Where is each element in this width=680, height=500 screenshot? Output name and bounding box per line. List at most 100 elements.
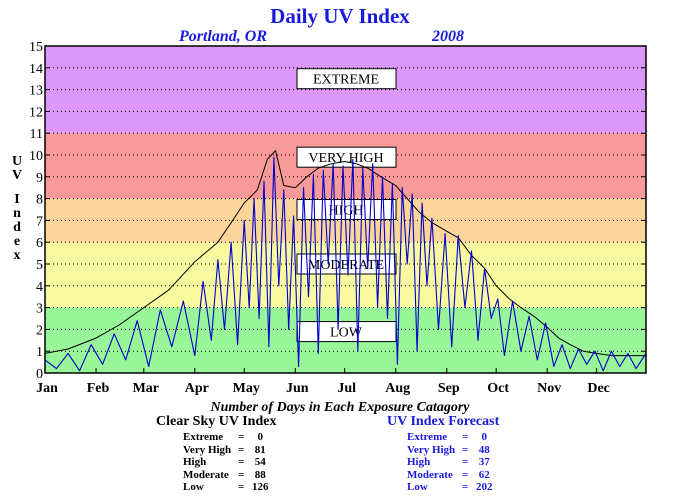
- y-axis-label-char: U: [12, 154, 22, 169]
- x-tick-label: Mar: [133, 381, 159, 396]
- plot-frame: [44, 45, 647, 374]
- stats-row: Moderate = 62: [407, 469, 506, 482]
- y-tick-label: 14: [29, 62, 43, 77]
- band-label-text: MODERATE: [308, 258, 384, 273]
- band-label-extreme: EXTREME: [296, 68, 397, 90]
- y-tick-label: 3: [36, 302, 43, 317]
- x-tick-label: Aug: [385, 381, 410, 396]
- stats-row-label: Low: [407, 481, 428, 493]
- stats-row-value: 48: [476, 443, 490, 456]
- x-tick-label: Apr: [185, 381, 209, 396]
- band-label-very-high: VERY HIGH: [296, 146, 397, 168]
- band-label-low: LOW: [296, 321, 397, 343]
- band-label-moderate: MODERATE: [296, 253, 397, 275]
- x-axis-ticks: Jan Feb Mar Apr May Jun Jul Aug Sep Oct Nov Dec: [36, 368, 610, 396]
- stats-row-label: High: [407, 456, 431, 468]
- x-tick-label: May: [233, 381, 260, 396]
- y-axis-label-char: I: [14, 192, 19, 207]
- year-label: 2008: [431, 28, 464, 45]
- stats-row-value: 81: [252, 443, 266, 456]
- band-label-text: EXTREME: [313, 73, 379, 88]
- x-tick-label: Nov: [537, 381, 561, 396]
- x-tick-label: Jan: [36, 381, 58, 396]
- x-tick-label: Dec: [587, 381, 610, 396]
- stats-row-equals: =: [238, 431, 245, 443]
- forecast-stats: UV Index Forecast Extreme = 0 Very High = 4…: [387, 414, 506, 494]
- stats-row: Very High = 48: [407, 444, 506, 457]
- band-label-box: [296, 68, 397, 90]
- stats-row: Extreme = 0: [183, 431, 282, 444]
- y-tick-label: 9: [36, 171, 43, 186]
- forecast-stats-rows: Extreme = 0 Very High = 48 High = 37 Moderate =…: [407, 431, 506, 494]
- y-tick-label: 12: [29, 105, 43, 120]
- y-tick-label: 7: [36, 214, 43, 229]
- stats-row: Extreme = 0: [407, 431, 506, 444]
- x-tick-label: Sep: [438, 381, 460, 396]
- stats-row-label: Very High: [407, 443, 456, 456]
- stats-row-equals: =: [238, 481, 245, 493]
- stats-row-value: 0: [252, 431, 264, 443]
- y-tick-label: 13: [29, 84, 43, 99]
- x-tick-label: Feb: [87, 381, 110, 396]
- stats-row-equals: =: [462, 443, 469, 456]
- y-tick-label: 4: [36, 280, 43, 295]
- series-lines: [44, 150, 647, 372]
- y-tick-label: 6: [36, 236, 43, 251]
- stats-row-label: Moderate: [183, 468, 229, 481]
- y-tick-label: 15: [29, 40, 43, 55]
- chart-title: Daily UV Index: [270, 4, 410, 28]
- stats-row-equals: =: [238, 468, 245, 481]
- y-tick-label: 8: [36, 193, 43, 208]
- y-axis-label-char: x: [14, 248, 21, 263]
- stats-row-equals: =: [462, 481, 469, 493]
- clear-sky-stats: Clear Sky UV Index Extreme = 0 Very High = …: [156, 414, 282, 494]
- y-axis-label-char: e: [14, 234, 20, 249]
- clear-sky-line: [44, 150, 646, 357]
- band-moderate: [45, 242, 646, 308]
- y-axis-label-char: d: [13, 220, 21, 235]
- stats-row: High = 37: [407, 456, 506, 469]
- stats-row: High = 54: [183, 456, 282, 469]
- stats-row: Low = 126: [183, 481, 282, 494]
- y-tick-label: 10: [29, 149, 43, 164]
- stats-row-label: High: [183, 456, 207, 468]
- stats-row-label: Very High: [183, 443, 232, 456]
- stats-row-value: 37: [476, 456, 490, 468]
- stats-row-equals: =: [462, 456, 469, 468]
- forecast-stats-title: UV Index Forecast: [387, 414, 500, 429]
- stats-row-value: 54: [252, 456, 266, 468]
- stats-row-value: 62: [476, 468, 490, 481]
- stats-row-value: 0: [476, 431, 488, 443]
- stats-row-value: 202: [476, 481, 493, 493]
- stats-row-value: 88: [252, 468, 266, 481]
- y-axis-label-char: V: [12, 168, 22, 183]
- clear-sky-stats-title: Clear Sky UV Index: [156, 414, 277, 429]
- y-tick-label: 11: [30, 127, 43, 142]
- stats-row-label: Extreme: [183, 431, 224, 443]
- stats-row-label: Low: [183, 481, 204, 493]
- stats-row-label: Extreme: [407, 431, 448, 443]
- y-tick-label: 1: [36, 345, 43, 360]
- forecast-line: [44, 156, 647, 372]
- days-caption: Number of Days in Each Exposure Catagory: [210, 400, 470, 415]
- stats-row-value: 126: [252, 481, 269, 493]
- y-tick-label: 5: [36, 258, 43, 273]
- band-label-text: VERY HIGH: [308, 151, 383, 166]
- stats-row-equals: =: [238, 443, 245, 456]
- band-label-text: HIGH: [329, 204, 364, 219]
- x-tick-label: Jun: [286, 381, 309, 396]
- x-tick-label: Jul: [337, 381, 356, 396]
- stats-row-equals: =: [462, 468, 469, 481]
- band-label-box: [296, 146, 397, 168]
- y-axis-label-char: n: [13, 206, 21, 221]
- x-tick-label: Oct: [487, 381, 509, 396]
- stats-row-equals: =: [238, 456, 245, 468]
- location-label: Portland, OR: [178, 28, 267, 45]
- stats-row-label: Moderate: [407, 468, 453, 481]
- stats-row: Very High = 81: [183, 444, 282, 457]
- stats-row: Low = 202: [407, 481, 506, 494]
- y-tick-label: 0: [36, 367, 43, 382]
- uv-chart: Daily UV Index Portland, OR 2008 LOW MODE…: [12, 4, 647, 396]
